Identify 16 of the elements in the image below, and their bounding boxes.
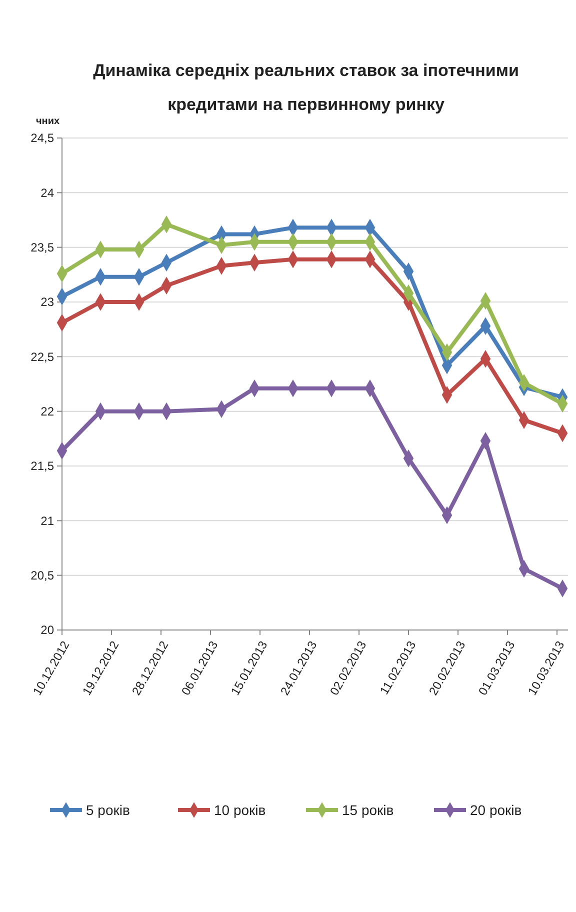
y-tick-label: 23 <box>40 295 54 310</box>
y-tick-label: 20,5 <box>30 568 54 583</box>
y-tick-label: 23,5 <box>30 240 54 255</box>
y-tick-label: 24,5 <box>30 131 54 146</box>
legend-label: 20 років <box>470 802 522 818</box>
y-tick-label: 20 <box>40 623 54 638</box>
legend-label: 5 років <box>86 802 130 818</box>
legend-label: 15 років <box>342 802 394 818</box>
y-tick-label: 21 <box>40 514 54 528</box>
chart-title: Динаміка середніх реальних ставок за іпотечними кредитами на первинному ринку <box>93 61 519 114</box>
y-tick-label: 24 <box>40 186 54 200</box>
y-tick-label: 22,5 <box>30 350 54 364</box>
y-axis-title: чних <box>36 116 60 127</box>
y-tick-label: 22 <box>40 404 54 419</box>
y-tick-label: 21,5 <box>30 459 54 474</box>
legend-label: 10 років <box>214 802 266 818</box>
